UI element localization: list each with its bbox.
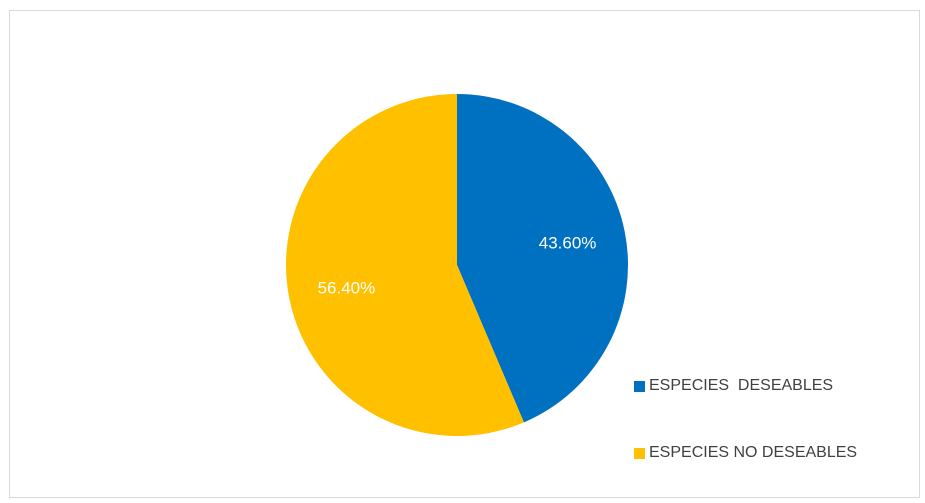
data-label-no-deseables: 56.40% <box>318 279 376 298</box>
legend-swatch-deseables <box>634 380 645 392</box>
legend-swatch-no-deseables <box>634 447 645 459</box>
legend-item-deseables: ESPECIES DESEABLES <box>634 377 833 395</box>
legend-label-deseables: ESPECIES DESEABLES <box>649 377 834 394</box>
pie-slice-deseables <box>457 94 628 423</box>
data-label-deseables: 43.60% <box>539 233 597 252</box>
legend-label-no-deseables: ESPECIES NO DESEABLES <box>649 444 858 461</box>
pie-slice-no-deseables <box>286 94 524 436</box>
legend-item-no-deseables: ESPECIES NO DESEABLES <box>634 444 857 462</box>
